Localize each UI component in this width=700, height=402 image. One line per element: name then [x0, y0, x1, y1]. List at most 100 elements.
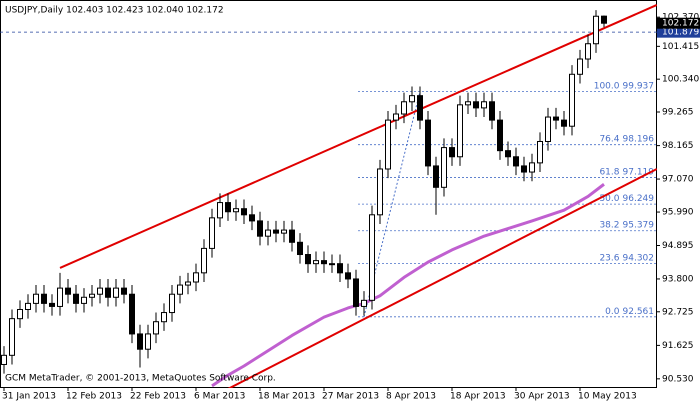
fibo-level-name: 23.6 — [599, 253, 619, 263]
moving-average — [211, 183, 605, 388]
x-tick-label: 22 Feb 2013 — [130, 392, 186, 402]
candle-body — [561, 119, 567, 127]
candle-body — [233, 208, 239, 213]
candle-body — [529, 162, 535, 173]
candle-body — [1, 354, 7, 365]
candle-body — [105, 287, 111, 298]
candle-body — [321, 260, 327, 265]
candle-body — [513, 156, 519, 167]
candle-body — [273, 229, 279, 234]
fibo-level-name: 50.0 — [599, 194, 619, 204]
y-tick-label: 93.800 — [662, 274, 694, 284]
fibo-label: 50.0 96.249 — [599, 194, 654, 204]
candle-body — [281, 229, 287, 234]
trend-line — [227, 168, 657, 388]
candle-body — [9, 318, 15, 356]
price-tag-label: 101.879 — [662, 28, 699, 38]
price-tag-label: 102.172 — [662, 19, 699, 29]
candle-body — [585, 43, 591, 60]
y-tick-label: 97.070 — [662, 175, 694, 185]
candle-body — [177, 284, 183, 295]
candle-body — [425, 119, 431, 167]
y-tick-label: 98.165 — [662, 141, 694, 151]
y-tick-label: 91.625 — [662, 341, 694, 351]
candle-body — [457, 104, 463, 158]
candle-body — [297, 241, 303, 256]
candle-body — [393, 113, 399, 121]
candle-body — [569, 73, 575, 127]
fibo-label: 0.0 92.561 — [605, 306, 654, 316]
y-tick-label: 99.265 — [662, 108, 694, 118]
candle-body — [353, 278, 359, 307]
candle-body — [489, 101, 495, 121]
candle-body — [25, 302, 31, 310]
fibo-label: 76.4 98.196 — [599, 134, 654, 144]
y-tick-label: 101.415 — [662, 42, 699, 52]
candle-body — [601, 15, 607, 24]
x-tick-label: 30 Apr 2013 — [514, 392, 570, 402]
candle-body — [209, 217, 215, 249]
candle-body — [337, 263, 343, 274]
x-tick-label: 18 Apr 2013 — [450, 392, 506, 402]
candle-body — [225, 202, 231, 213]
candle-body — [57, 287, 63, 307]
candle-body — [385, 119, 391, 170]
footer: GCM MetaTrader, © 2001-2013, MetaQuotes … — [5, 374, 276, 384]
fibo-label: 100.0 99.937 — [594, 81, 654, 91]
fibo-level-name: 0.0 — [605, 306, 620, 316]
candle-body — [217, 202, 223, 219]
candle-body — [137, 333, 143, 350]
chart-title: USDJPY,Daily 102.403 102.423 102.040 102… — [5, 6, 224, 16]
candle-body — [201, 247, 207, 274]
candle-body — [409, 95, 415, 103]
x-tick-label: 27 Mar 2013 — [322, 392, 379, 402]
candle-body — [313, 260, 319, 265]
y-tick-label: 90.530 — [662, 374, 694, 384]
candle-body — [193, 272, 199, 283]
fibo-level-price: 97.119 — [623, 167, 655, 177]
candle-body — [465, 101, 471, 106]
x-tick-label: 10 May 2013 — [578, 392, 637, 402]
candle-body — [153, 321, 159, 335]
candle-body — [41, 293, 47, 304]
candle-body — [185, 281, 191, 286]
candle-body — [521, 165, 527, 173]
plot-area: 100.0 99.937 76.4 98.196 61.8 97.119 50.0 96.24… — [0, 4, 657, 388]
trend-line — [59, 4, 657, 269]
candle-body — [441, 147, 447, 188]
x-tick-label: 8 Apr 2013 — [386, 392, 436, 402]
plot-frame — [0, 0, 657, 388]
candle-body — [81, 296, 87, 304]
x-tick-label: 31 Jan 2013 — [2, 392, 56, 402]
candle-body — [401, 101, 407, 115]
candle-body — [289, 229, 295, 243]
fibo-level-price: 92.561 — [623, 306, 655, 316]
fibo-level-price: 98.196 — [623, 134, 655, 144]
x-tick-label: 18 Mar 2013 — [258, 392, 315, 402]
candle-body — [17, 308, 23, 320]
fibo-level-price: 94.302 — [623, 253, 655, 263]
candle-body — [145, 333, 151, 350]
candle-body — [377, 168, 383, 216]
candle-body — [369, 214, 375, 301]
y-tick-label: 92.725 — [662, 307, 694, 317]
y-tick-label: 102.370 — [662, 13, 699, 23]
x-tick-label: 6 Mar 2013 — [194, 392, 245, 402]
fibo-level-name: 100.0 — [594, 81, 620, 91]
y-tick-label: 95.990 — [662, 208, 694, 218]
x-tick-label: 12 Feb 2013 — [66, 392, 122, 402]
fibo-level-price: 99.937 — [623, 81, 655, 91]
candle-body — [537, 140, 543, 164]
candle-body — [265, 229, 271, 237]
fibo-level-price: 96.249 — [623, 194, 655, 204]
fibo-label: 38.2 95.379 — [599, 220, 654, 230]
candle-body — [113, 287, 119, 298]
y-tick-label: 100.340 — [662, 75, 699, 85]
candle-body — [505, 150, 511, 158]
candle-body — [161, 312, 167, 323]
candle-body — [449, 147, 455, 158]
candle-body — [497, 119, 503, 152]
candle-body — [361, 299, 367, 307]
candle-body — [577, 58, 583, 75]
